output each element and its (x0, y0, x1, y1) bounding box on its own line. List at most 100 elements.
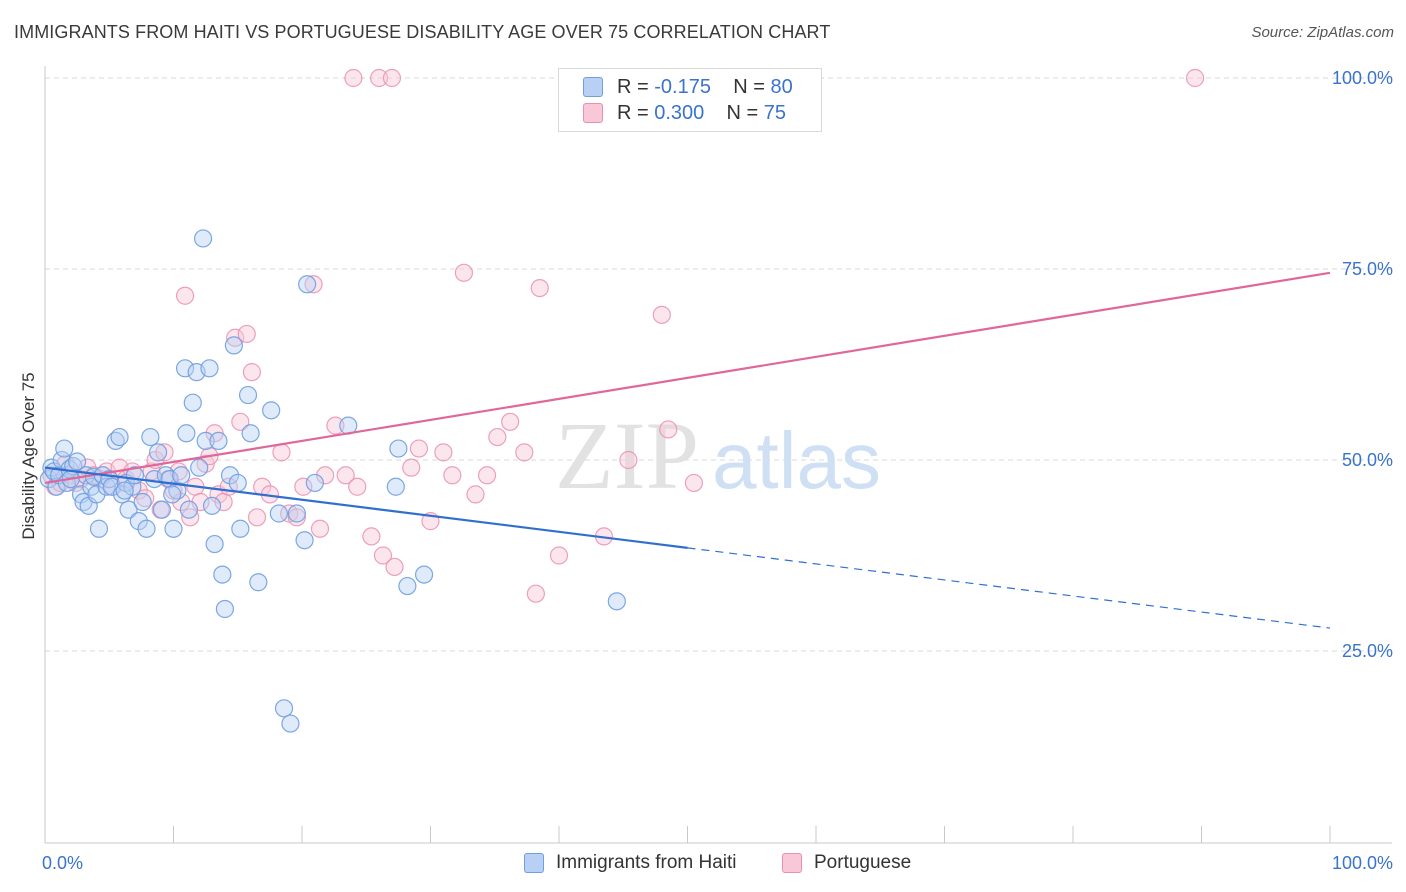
bottom-legend-label-portuguese: Portuguese (814, 852, 912, 873)
haiti-point (183, 393, 202, 412)
legend-n-label: N = (733, 75, 765, 98)
haiti-points (39, 229, 626, 733)
haiti-point (607, 592, 626, 611)
portuguese-point (659, 420, 678, 439)
portuguese-point (310, 519, 330, 538)
haiti-point (238, 385, 258, 405)
haiti-point (220, 466, 240, 485)
bottom-legend-haiti[interactable]: Immigrants from Haiti (524, 852, 737, 874)
portuguese-point (247, 508, 267, 527)
haiti-point (274, 699, 294, 718)
portuguese-point (409, 439, 429, 458)
portuguese-point (294, 477, 313, 496)
haiti-point (164, 519, 183, 538)
haiti-point (87, 485, 106, 504)
y-axis-label: Disability Age Over 75 (19, 372, 38, 539)
portuguese-point (344, 68, 363, 88)
legend-r-value: -0.175 (654, 75, 711, 98)
bottom-legend-portuguese[interactable]: Portuguese (782, 852, 911, 874)
portuguese-point (181, 508, 200, 527)
legend-n-value: 75 (763, 101, 787, 124)
portuguese-point (382, 68, 402, 88)
haiti-trend-extension (687, 547, 1331, 629)
haiti-point (110, 427, 129, 447)
haiti-point (52, 450, 71, 470)
portuguese-point (326, 416, 345, 435)
legend-r-label: R = (617, 75, 649, 98)
portuguese-point (501, 412, 520, 431)
legend-swatch-portuguese (583, 103, 603, 123)
legend-row-portuguese: R = 0.300 N = 75 (583, 100, 786, 126)
haiti-point (177, 424, 196, 443)
watermark-zip: ZIP (555, 402, 699, 509)
portuguese-point (526, 584, 545, 603)
portuguese-point (443, 466, 462, 485)
portuguese-point (155, 443, 174, 462)
haiti-point (190, 458, 209, 477)
haiti-trend-line (44, 466, 688, 549)
haiti-point (119, 500, 138, 519)
haiti-point (213, 565, 232, 584)
portuguese-point (1185, 68, 1205, 88)
portuguese-point (515, 443, 534, 462)
portuguese-point (385, 557, 404, 577)
haiti-point (241, 424, 260, 443)
haiti-point (163, 485, 182, 504)
portuguese-point (336, 466, 355, 485)
haiti-point (115, 481, 134, 500)
haiti-point (137, 519, 156, 538)
portuguese-point (684, 473, 704, 493)
portuguese-point (619, 450, 638, 470)
portuguese-point (530, 279, 549, 298)
haiti-point (89, 519, 109, 538)
trend-lines (44, 271, 1331, 629)
haiti-point (193, 229, 213, 248)
portuguese-point (304, 275, 323, 294)
haiti-point (249, 573, 268, 592)
portuguese-point (434, 443, 453, 462)
y-tick-label-75: 75.0% (1342, 259, 1393, 279)
portuguese-point (652, 305, 671, 324)
haiti-point (231, 519, 250, 538)
portuguese-point (175, 286, 195, 305)
haiti-point (269, 504, 288, 523)
haiti-point (209, 431, 228, 450)
y-tick-label-25: 25.0% (1342, 641, 1393, 661)
chart-title: IMMIGRANTS FROM HAITI VS PORTUGUESE DISA… (14, 22, 831, 42)
portuguese-point (466, 485, 485, 504)
haiti-point (196, 431, 215, 450)
x-tick-label-100: 100.0% (1332, 853, 1393, 873)
haiti-point (262, 401, 281, 420)
legend-n-label: N = (726, 101, 759, 124)
haiti-point (145, 470, 164, 489)
portuguese-point (348, 477, 367, 496)
haiti-point (205, 534, 224, 554)
haiti-point (141, 427, 160, 447)
haiti-point (228, 473, 247, 493)
legend-r-value: 0.300 (654, 101, 705, 124)
haiti-point (129, 512, 148, 531)
haiti-point (68, 452, 87, 471)
axes (44, 66, 1392, 844)
portuguese-point (373, 546, 393, 565)
portuguese-point (477, 466, 497, 485)
haiti-point (398, 576, 417, 596)
haiti-point (305, 473, 324, 493)
watermark-atlas: atlas (712, 416, 881, 505)
haiti-point (148, 443, 168, 462)
bottom-legend-swatch-haiti (524, 853, 544, 873)
portuguese-point (316, 466, 335, 485)
legend-swatch-haiti (583, 77, 603, 97)
bottom-legend-label-haiti: Immigrants from Haiti (556, 852, 737, 873)
haiti-point (152, 500, 172, 519)
haiti-point (295, 531, 314, 550)
tick-labels: 25.0% 50.0% 75.0% 100.0% 0.0% 100.0% (42, 68, 1393, 873)
haiti-point (414, 565, 434, 584)
x-tick-label-0: 0.0% (42, 853, 83, 873)
haiti-point (133, 492, 152, 512)
haiti-point (172, 466, 191, 485)
portuguese-point (237, 324, 256, 344)
portuguese-point (272, 443, 291, 462)
y-tick-label-50: 50.0% (1342, 450, 1393, 470)
